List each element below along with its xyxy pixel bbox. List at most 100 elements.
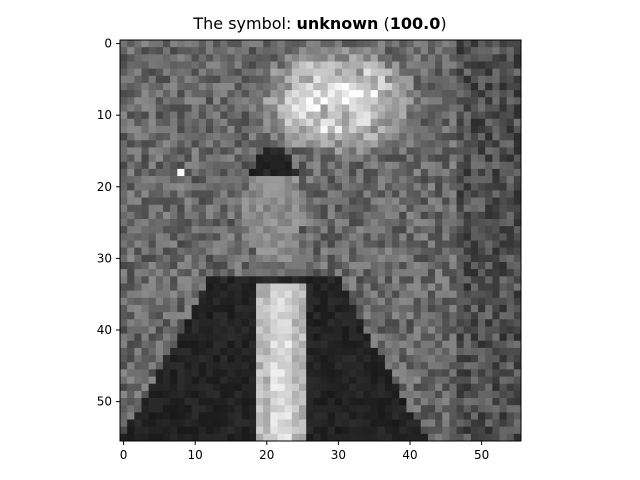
- image-pixel: [191, 154, 200, 163]
- image-pixel: [177, 276, 185, 284]
- image-pixel: [170, 247, 178, 256]
- image-pixel: [470, 376, 479, 385]
- image-pixel: [277, 326, 286, 334]
- image-pixel: [341, 75, 350, 84]
- image-pixel: [313, 297, 321, 306]
- image-pixel: [184, 140, 193, 148]
- image-pixel: [241, 376, 250, 385]
- image-pixel: [470, 219, 479, 227]
- image-pixel: [270, 118, 278, 127]
- image-pixel: [127, 333, 135, 342]
- image-pixel: [155, 290, 164, 299]
- image-pixel: [291, 47, 300, 55]
- image-pixel: [241, 97, 250, 105]
- image-pixel: [356, 233, 364, 241]
- image-pixel: [442, 319, 450, 327]
- image-pixel: [478, 161, 486, 170]
- image-pixel: [435, 104, 443, 113]
- image-pixel: [184, 233, 193, 241]
- image-pixel: [370, 254, 379, 263]
- image-pixel: [277, 283, 286, 292]
- image-pixel: [499, 54, 508, 62]
- image-pixel: [406, 426, 414, 435]
- image-pixel: [356, 283, 364, 292]
- image-pixel: [399, 140, 407, 148]
- image-pixel: [392, 133, 400, 141]
- image-pixel: [220, 197, 228, 206]
- image-pixel: [213, 240, 221, 249]
- image-pixel: [241, 276, 250, 284]
- image-pixel: [492, 240, 500, 249]
- image-pixel: [442, 390, 450, 399]
- image-pixel: [220, 304, 228, 313]
- image-pixel: [270, 68, 278, 77]
- image-pixel: [420, 398, 429, 406]
- image-pixel: [291, 398, 300, 406]
- image-pixel: [191, 61, 200, 70]
- image-pixel: [334, 118, 343, 127]
- image-pixel: [449, 369, 457, 377]
- image-pixel: [349, 290, 357, 299]
- image-pixel: [284, 90, 293, 98]
- image-pixel: [463, 247, 472, 256]
- image-pixel: [399, 340, 407, 349]
- image-pixel: [263, 304, 271, 313]
- image-pixel: [435, 362, 443, 370]
- image-pixel: [435, 54, 443, 62]
- image-pixel: [263, 97, 271, 105]
- image-pixel: [198, 161, 207, 170]
- image-pixel: [442, 47, 450, 55]
- image-pixel: [435, 68, 443, 77]
- image-pixel: [277, 190, 286, 198]
- image-pixel: [291, 233, 300, 241]
- image-pixel: [449, 333, 457, 342]
- image-pixel: [463, 383, 472, 392]
- image-pixel: [120, 261, 128, 270]
- image-pixel: [234, 104, 243, 113]
- image-pixel: [449, 219, 457, 227]
- image-pixel: [162, 369, 171, 377]
- image-pixel: [470, 412, 479, 420]
- image-pixel: [127, 40, 135, 48]
- image-pixel: [241, 90, 250, 98]
- image-pixel: [299, 147, 307, 155]
- image-pixel: [485, 176, 493, 184]
- image-pixel: [327, 176, 336, 184]
- image-pixel: [177, 161, 185, 170]
- image-pixel: [270, 405, 278, 413]
- image-pixel: [148, 269, 157, 277]
- image-pixel: [170, 90, 178, 98]
- image-pixel: [170, 104, 178, 113]
- image-pixel: [449, 140, 457, 148]
- image-pixel: [306, 75, 314, 84]
- image-pixel: [241, 154, 250, 163]
- image-pixel: [463, 176, 472, 184]
- image-pixel: [120, 369, 128, 377]
- image-pixel: [349, 68, 357, 77]
- image-pixel: [363, 355, 372, 363]
- image-pixel: [177, 147, 185, 155]
- image-pixel: [241, 419, 250, 428]
- image-pixel: [205, 190, 214, 198]
- image-pixel: [241, 133, 250, 141]
- image-pixel: [370, 204, 379, 213]
- image-pixel: [170, 269, 178, 277]
- image-pixel: [313, 390, 321, 399]
- image-pixel: [234, 161, 243, 170]
- image-pixel: [392, 47, 400, 55]
- image-pixel: [413, 419, 422, 428]
- image-pixel: [177, 405, 185, 413]
- image-pixel: [427, 111, 436, 120]
- image-pixel: [170, 68, 178, 77]
- image-pixel: [492, 312, 500, 320]
- image-pixel: [284, 276, 293, 284]
- image-pixel: [506, 47, 515, 55]
- image-pixel: [148, 419, 157, 428]
- image-pixel: [299, 390, 307, 399]
- image-pixel: [413, 269, 422, 277]
- image-pixel: [492, 54, 500, 62]
- image-pixel: [492, 333, 500, 342]
- image-pixel: [420, 383, 429, 392]
- image-pixel: [291, 176, 300, 184]
- image-pixel: [177, 369, 185, 377]
